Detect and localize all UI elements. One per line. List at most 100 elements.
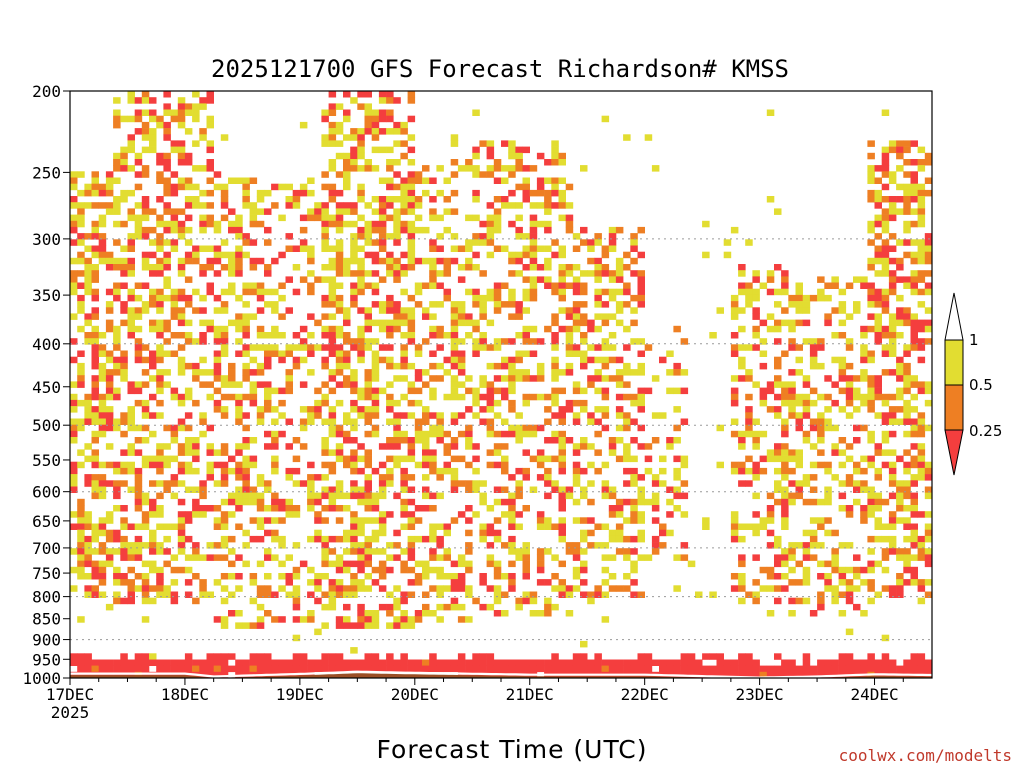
heatmap-cell: [759, 338, 768, 345]
heatmap-cell: [472, 338, 480, 345]
heatmap-cell: [199, 264, 207, 271]
heatmap-cell: [299, 418, 308, 425]
heatmap-cell: [558, 325, 566, 333]
heatmap-cell: [680, 418, 689, 425]
heatmap-cell: [264, 381, 272, 388]
heatmap-cell: [558, 251, 566, 259]
heatmap-cell: [177, 399, 186, 407]
heatmap-cell: [235, 486, 243, 493]
heatmap-cell: [795, 301, 803, 308]
heatmap-cell: [357, 517, 365, 524]
heatmap-cell: [242, 375, 250, 382]
heatmap-cell: [414, 344, 423, 351]
heatmap-cell: [479, 393, 487, 401]
heatmap-cell: [206, 202, 214, 209]
heatmap-cell: [407, 332, 416, 339]
heatmap-cell: [120, 542, 128, 549]
heatmap-cell: [314, 492, 322, 500]
heatmap-cell: [924, 338, 932, 345]
heatmap-cell: [177, 344, 186, 351]
heatmap-cell: [249, 282, 258, 289]
heatmap-cell: [544, 189, 552, 197]
heatmap-cell: [84, 319, 92, 327]
heatmap-cell: [321, 659, 329, 666]
heatmap-cell: [386, 511, 394, 518]
heatmap-cell: [228, 270, 236, 277]
heatmap-cell: [824, 406, 832, 413]
heatmap-cell: [860, 480, 868, 487]
heatmap-cell: [407, 171, 416, 178]
heatmap-cell: [608, 554, 617, 561]
colorbar-label: 0.5: [969, 376, 993, 394]
heatmap-cell: [77, 239, 85, 246]
heatmap-cell: [414, 202, 423, 209]
heatmap-cell: [831, 659, 839, 666]
heatmap-cell: [400, 480, 408, 487]
heatmap-cell: [544, 177, 552, 184]
heatmap-cell: [84, 535, 92, 543]
heatmap-cell: [113, 152, 121, 160]
heatmap-cell: [608, 313, 617, 320]
heatmap-cell: [695, 665, 703, 673]
heatmap-cell: [881, 369, 890, 376]
heatmap-cell: [637, 474, 645, 481]
heatmap-cell: [594, 233, 602, 240]
heatmap-cell: [242, 301, 250, 308]
heatmap-cell: [149, 671, 157, 678]
heatmap-cell: [450, 307, 459, 314]
heatmap-cell: [738, 659, 746, 666]
heatmap-cell: [436, 233, 444, 240]
heatmap-cell: [386, 128, 394, 135]
heatmap-cell: [177, 356, 186, 364]
heatmap-cell: [551, 554, 559, 561]
heatmap-cell: [874, 245, 882, 252]
heatmap-cell: [917, 276, 926, 283]
heatmap-cell: [896, 146, 904, 154]
heatmap-cell: [536, 183, 545, 191]
y-tick-label: 600: [32, 483, 61, 502]
heatmap-cell: [105, 369, 114, 376]
heatmap-cell: [235, 492, 243, 500]
heatmap-cell: [127, 443, 135, 450]
heatmap-cell: [429, 313, 437, 320]
heatmap-cell: [328, 653, 337, 660]
heatmap-cell: [910, 443, 918, 450]
heatmap-cell: [450, 344, 459, 351]
heatmap-cell: [788, 548, 796, 555]
heatmap-cell: [486, 319, 495, 327]
heatmap-cell: [105, 325, 114, 333]
heatmap-cell: [386, 418, 394, 425]
heatmap-cell: [867, 226, 875, 234]
heatmap-cell: [184, 109, 193, 116]
heatmap-cell: [486, 344, 495, 351]
heatmap-cell: [450, 362, 459, 370]
heatmap-cell: [220, 134, 229, 141]
heatmap-cell: [429, 332, 437, 339]
heatmap-cell: [170, 350, 179, 357]
heatmap-cell: [134, 474, 143, 481]
heatmap-cell: [163, 325, 171, 333]
heatmap-cell: [637, 486, 645, 493]
heatmap-cell: [450, 486, 459, 493]
heatmap-cell: [70, 313, 78, 320]
heatmap-cell: [264, 189, 272, 197]
heatmap-cell: [587, 418, 595, 425]
heatmap-cell: [91, 535, 99, 543]
heatmap-cell: [515, 270, 523, 277]
heatmap-cell: [134, 344, 143, 351]
heatmap-cell: [422, 560, 430, 568]
heatmap-cell: [903, 461, 911, 469]
heatmap-cell: [278, 517, 286, 524]
heatmap-cell: [134, 152, 143, 160]
heatmap-cell: [299, 183, 308, 191]
heatmap-cell: [896, 455, 904, 463]
heatmap-cell: [450, 443, 459, 450]
heatmap-cell: [213, 338, 222, 345]
heatmap-cell: [335, 189, 344, 197]
heatmap-cell: [228, 455, 236, 463]
heatmap-cell: [716, 671, 724, 678]
heatmap-cell: [572, 418, 581, 425]
heatmap-cell: [508, 146, 516, 154]
heatmap-cell: [752, 288, 760, 296]
heatmap-cell: [220, 344, 229, 351]
